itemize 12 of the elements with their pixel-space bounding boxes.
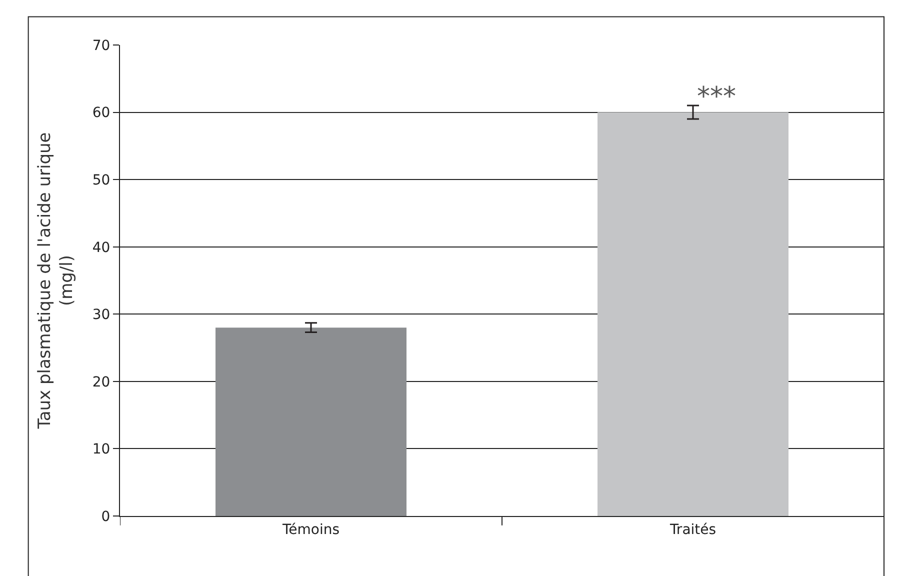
y-tick-label: 50: [92, 172, 110, 188]
y-tick-label: 60: [92, 105, 110, 122]
y-tick-label: 0: [101, 508, 110, 525]
y-tick-label: 40: [92, 240, 110, 256]
y-tick-label: 70: [92, 38, 110, 54]
y-tick-label: 20: [92, 374, 110, 390]
x-tick-label: Témoins: [281, 522, 340, 538]
y-tick-label: 30: [92, 307, 110, 324]
annotation: ***: [697, 82, 736, 112]
y-tick-label: 10: [92, 442, 110, 458]
x-tick-label: Traités: [668, 522, 716, 538]
y-axis-title: Taux plasmatique de l'acide urique (mg/l): [34, 132, 77, 430]
